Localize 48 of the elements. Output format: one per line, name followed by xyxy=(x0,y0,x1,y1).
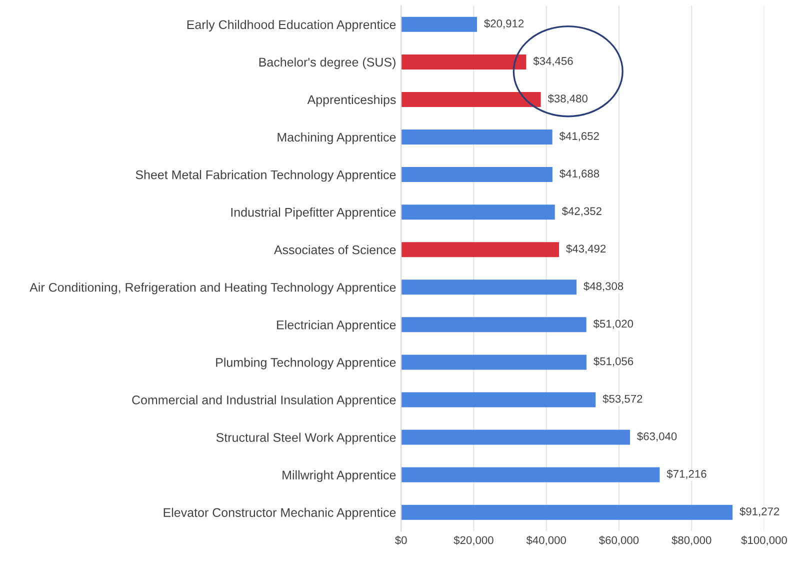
y-tick-label: Early Childhood Education Apprentice xyxy=(187,20,396,32)
data-label: $20,912 xyxy=(484,19,524,29)
bar xyxy=(401,16,478,32)
data-label: $41,652 xyxy=(559,132,599,142)
x-tick-label: $60,000 xyxy=(599,536,639,546)
y-tick-label: Air Conditioning, Refrigeration and Heating Technology Apprentice xyxy=(30,282,396,294)
bar xyxy=(401,504,733,520)
data-label: $71,216 xyxy=(666,469,706,480)
bar xyxy=(401,54,526,70)
y-tick-label: Plumbing Technology Apprentice xyxy=(216,358,396,370)
bar xyxy=(401,167,552,182)
bar xyxy=(401,242,560,258)
bar xyxy=(401,467,660,482)
bar xyxy=(401,280,577,295)
data-label: $91,272 xyxy=(740,506,780,517)
y-tick-label: Apprenticeships xyxy=(307,94,396,107)
bar xyxy=(401,204,555,220)
bar xyxy=(401,354,586,370)
data-label: $38,480 xyxy=(548,94,588,104)
bar xyxy=(401,92,541,107)
y-tick-label: Machining Apprentice xyxy=(278,132,396,144)
data-label: $53,572 xyxy=(602,394,642,404)
bar xyxy=(401,430,630,445)
data-label: $43,492 xyxy=(566,244,606,254)
data-label: $51,020 xyxy=(593,319,634,329)
y-tick-label: Bachelor's degree (SUS) xyxy=(259,57,396,70)
bar xyxy=(401,130,552,145)
y-tick-label: Structural Steel Work Apprentice xyxy=(216,432,396,444)
x-tick-label: $100,000 xyxy=(741,536,787,546)
x-tick-label: $80,000 xyxy=(672,536,712,546)
x-tick-label: $40,000 xyxy=(526,536,566,546)
y-tick-label: Elevator Constructor Mechanic Apprentice xyxy=(164,508,396,520)
data-label: $51,056 xyxy=(594,356,634,366)
y-tick-label: Associates of Science xyxy=(274,245,396,254)
y-tick-label: Electrician Apprentice xyxy=(277,320,396,332)
y-tick-label: Commercial and Industrial Insulation Apprentice xyxy=(132,395,396,407)
y-tick-label: Millwright Apprentice xyxy=(282,470,396,482)
x-tick-label: $20,000 xyxy=(454,536,494,546)
bar xyxy=(401,317,586,332)
y-tick-label: Sheet Metal Fabrication Technology Apprentice xyxy=(136,170,396,182)
data-label: $34,456 xyxy=(533,56,573,66)
bar xyxy=(401,392,596,408)
data-label: $42,352 xyxy=(562,206,602,216)
data-label: $63,040 xyxy=(637,432,677,442)
data-label: $41,688 xyxy=(560,169,600,179)
data-label: $48,308 xyxy=(584,282,624,292)
y-tick-label: Industrial Pipefitter Apprentice xyxy=(231,208,396,220)
x-tick-label: $0 xyxy=(395,536,407,545)
